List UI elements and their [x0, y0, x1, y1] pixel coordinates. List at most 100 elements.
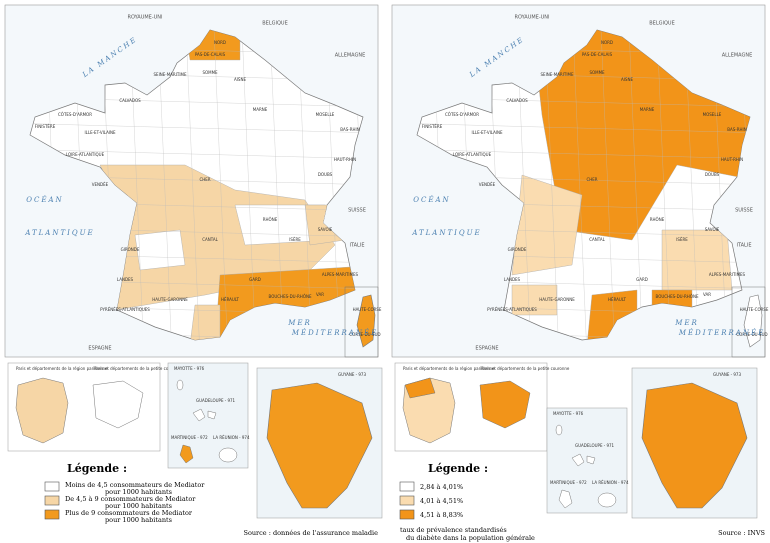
legend-label: Moins de 4,5 consommateurs de Mediator po… [65, 481, 205, 496]
idf-core [479, 380, 531, 429]
dept-label: VENDÉE [92, 182, 109, 187]
dept-label: PYRÉNÉES-ATLANTIQUES [487, 307, 537, 312]
dept-label: PAS-DE-CALAIS [195, 52, 226, 57]
inset-label: Paris et départements de la petite couro… [94, 366, 183, 371]
legend-label: De 4,5 à 9 consommateurs de Mediator pour… [65, 494, 196, 510]
dept-label: RHÔNE [650, 217, 665, 222]
dept-label: AISNE [621, 77, 633, 82]
inset-label: GUYANE - 973 [713, 372, 741, 377]
dept-label: FINISTÈRE [422, 124, 443, 129]
dept-border [627, 30, 644, 340]
guyane-inset: GUYANE - 973 [256, 367, 383, 519]
sea-label: OCÉAN [413, 195, 450, 204]
country-label: ROYAUME-UNI [514, 15, 549, 21]
dept-label: SEINE-MARITIME [541, 72, 574, 77]
dept-label: HÉRAULT [608, 297, 626, 302]
corse [356, 294, 376, 348]
dept-label: CORSE-DU-SUD [736, 332, 767, 337]
martinique [179, 444, 194, 464]
reunion [597, 492, 617, 508]
reunion [218, 447, 238, 463]
dept-label: LANDES [504, 277, 521, 282]
corse-box [344, 286, 379, 358]
dept-label: CÔTES-D'ARMOR [58, 112, 92, 117]
dept-label: ALPES-MARITIMES [322, 272, 359, 277]
overseas-inset: MAYOTTE - 976 GUADELOUPE - 971 MARTINIQUE … [167, 362, 250, 469]
legend-swatch [44, 509, 60, 520]
dept-label: CALVADOS [506, 98, 528, 103]
dept-border [30, 122, 363, 134]
country-label: ALLEMAGNE [335, 53, 366, 59]
country-label: ROYAUME-UNI [127, 15, 162, 21]
legend: Légende : Moins de 4,5 consommateurs de M… [44, 462, 205, 524]
dept-label: AISNE [234, 77, 246, 82]
idf-part [404, 377, 436, 399]
country-label: ALLEMAGNE [722, 53, 753, 59]
dept-label: GIRONDE [508, 247, 527, 252]
dept-label: HAUTE-GARONNE [539, 297, 575, 302]
guyane [641, 382, 748, 509]
idf-core [92, 380, 144, 429]
dept-label: MARNE [253, 107, 268, 112]
legend-title: Légende : [67, 462, 127, 475]
dept-label: ILLE-ET-VILAINE [84, 130, 116, 135]
guyane-inset: GUYANE - 973 [631, 367, 758, 519]
dept-label: SEINE-MARITIME [154, 72, 187, 77]
dept-label: GIRONDE [121, 247, 140, 252]
legend-label: 2,84 à 4,01% [420, 482, 463, 491]
source: Source : INVS [718, 529, 765, 537]
dept-label: CHER [586, 177, 597, 182]
legend-label: 4,51 à 8,83% [420, 510, 463, 519]
dept-label: GARD [636, 277, 648, 282]
dept-border [417, 148, 750, 160]
dept-label: MOSELLE [316, 112, 335, 117]
inset-label: MARTINIQUE - 972 [171, 435, 208, 440]
dept-border [240, 30, 257, 340]
paris-inset: Paris et départements de la région paris… [394, 362, 570, 452]
legend-label: 4,01 à 4,51% [420, 496, 463, 505]
guadeloupe [192, 408, 217, 422]
map-panel: NORD PAS-DE-CALAIS SOMME SEINE-MARITIME CALV… [4, 4, 382, 358]
guadeloupe [571, 453, 596, 467]
dept-border [417, 122, 750, 134]
sea-label: ATLANTIQUE [411, 229, 481, 237]
dept-label: DOUBS [318, 172, 333, 177]
dept-label: CANTAL [589, 237, 605, 242]
overseas-inset: MAYOTTE - 976 GUADELOUPE - 971 MARTINIQUE … [546, 407, 629, 514]
region [511, 284, 558, 316]
dept-label: VAR [316, 292, 324, 297]
legend-swatch [399, 495, 415, 506]
dept-label: CALVADOS [119, 98, 141, 103]
dept-border [599, 30, 616, 340]
inset-label: LA RÉUNION - 974 [213, 435, 250, 440]
sea-label: ATLANTIQUE [24, 229, 94, 237]
dept-label: PYRÉNÉES-ATLANTIQUES [100, 307, 150, 312]
dept-label: NORD [214, 40, 226, 45]
inset-label: GUADELOUPE - 971 [196, 398, 236, 403]
sea-label: MÉDITERRANÉE [678, 328, 765, 337]
dept-label: MARNE [640, 107, 655, 112]
legend-title: Légende : [428, 462, 488, 475]
dept-label: GARD [249, 277, 261, 282]
region [189, 304, 221, 340]
source: Source : données de l'assurance maladie [244, 529, 379, 537]
corse-box [731, 286, 766, 358]
inset-label: GUYANE - 973 [338, 372, 366, 377]
dept-label: CHER [199, 177, 210, 182]
legend-label: Plus de 9 consommateurs de Mediator pour … [65, 509, 193, 524]
legend-swatch [399, 509, 415, 520]
dept-label: ALPES-MARITIMES [709, 272, 746, 277]
dept-border [30, 148, 363, 160]
dept-label: LANDES [117, 277, 134, 282]
mayotte [555, 424, 563, 436]
sea-label: MER [287, 319, 312, 327]
mayotte [176, 379, 184, 391]
dept-label: BAS-RHIN [727, 127, 746, 132]
country-label: SUISSE [348, 208, 366, 214]
dept-label: LOIRE-ATLANTIQUE [453, 152, 492, 157]
legend-swatch [44, 481, 60, 492]
dept-label: HAUT-RHIN [721, 157, 743, 162]
dept-label: SOMME [202, 70, 218, 75]
dept-label: HAUT-RHIN [334, 157, 356, 162]
dept-label: VENDÉE [479, 182, 496, 187]
